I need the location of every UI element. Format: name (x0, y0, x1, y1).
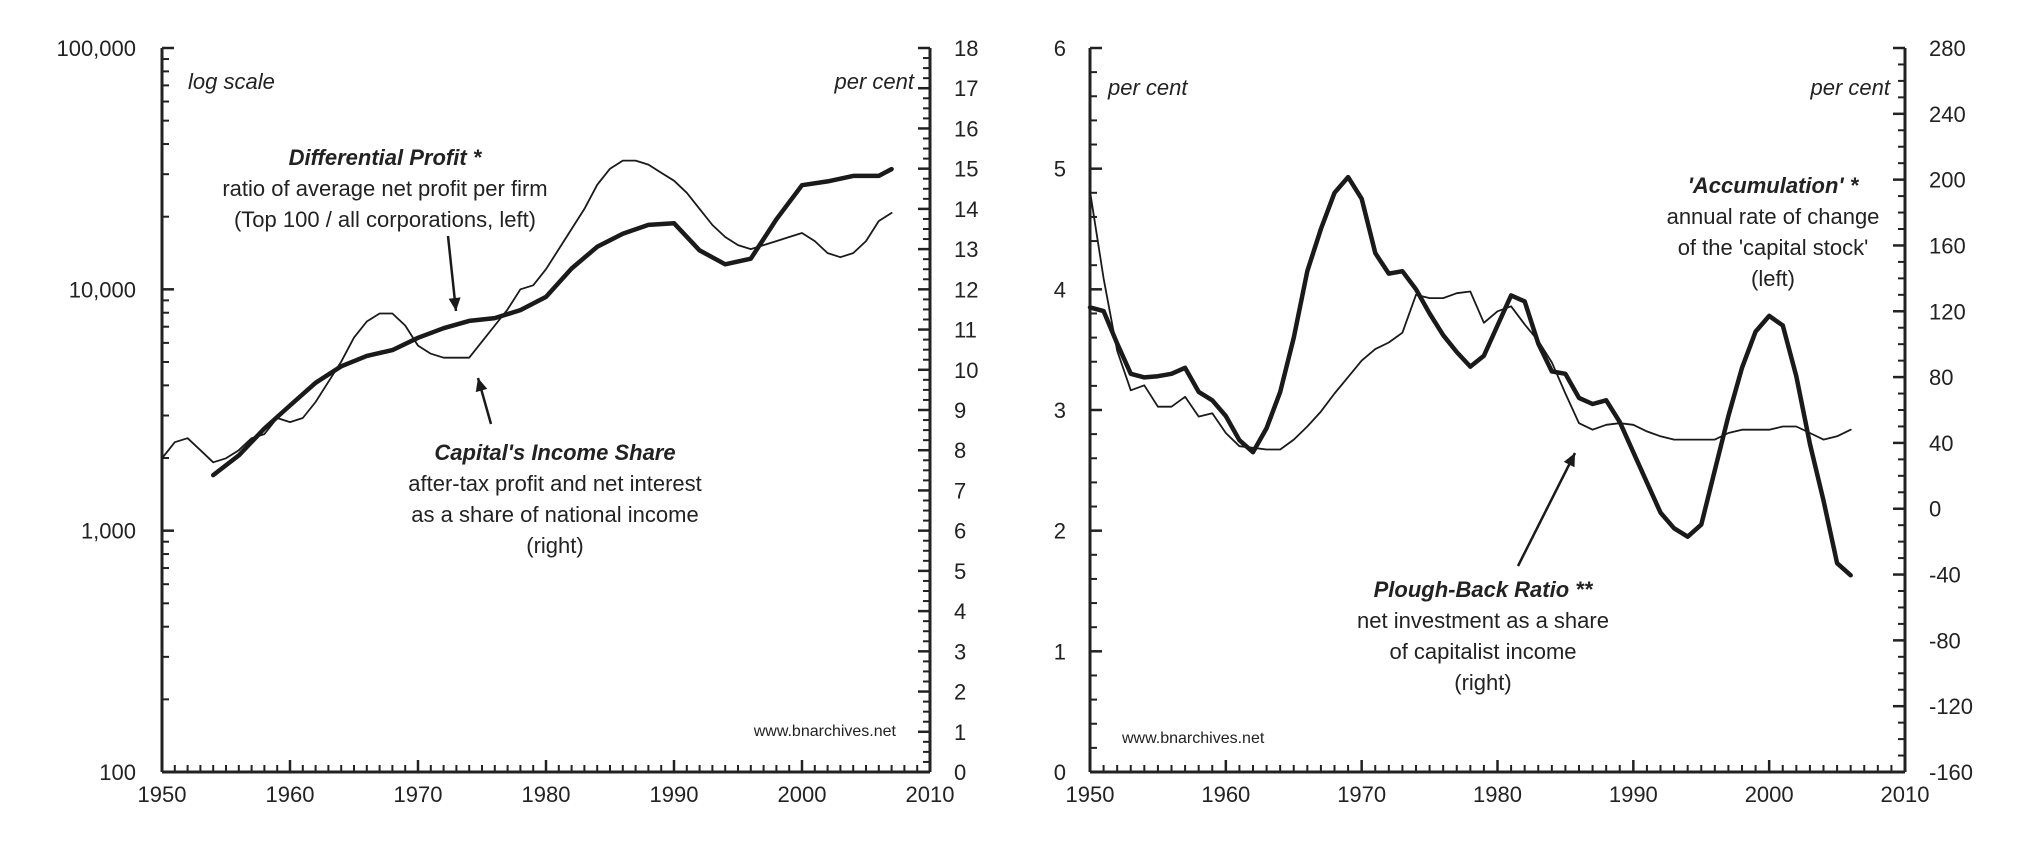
y-right-tick-label: 2 (954, 680, 966, 705)
x-tick-label: 1950 (1066, 782, 1115, 807)
x-tick-label: 1950 (138, 782, 187, 807)
annotation-line: (right) (526, 533, 583, 558)
annotation-line: of capitalist income (1389, 639, 1576, 664)
series-line-accumulation (1087, 174, 1853, 578)
chart-differential-profit: 1950 1960 1970 1980 1990 2000 20101001,00010,0… (56, 36, 978, 807)
x-tick-label: 1990 (650, 782, 699, 807)
annotation-line: as a share of national income (411, 502, 698, 527)
annotation-title-accumulation: 'Accumulation' * (1688, 173, 1860, 198)
annotation-title-differential-profit: Differential Profit * (289, 145, 483, 170)
y-right-tick-label: 15 (954, 157, 978, 182)
y-right-tick-label: 13 (954, 237, 978, 262)
x-tick-label: 2010 (1881, 782, 1930, 807)
y-right-tick-label: 17 (954, 76, 978, 101)
annotation-arrowhead (1563, 453, 1575, 468)
annotation-arrowhead (448, 297, 461, 311)
y-left-tick-label: 4 (1054, 277, 1066, 302)
left-axis-note: per cent (1107, 75, 1188, 100)
y-right-tick-label: 240 (1929, 102, 1966, 127)
y-right-tick-label: -160 (1929, 760, 1973, 785)
annotation-line: of the 'capital stock' (1678, 235, 1869, 260)
x-tick-label: 1970 (1337, 782, 1386, 807)
y-right-tick-label: 3 (954, 639, 966, 664)
y-right-tick-label: 18 (954, 36, 978, 61)
annotation-line: ratio of average net profit per firm (222, 176, 547, 201)
y-left-tick-label: 100,000 (56, 36, 136, 61)
y-right-tick-label: 8 (954, 438, 966, 463)
annotation-arrowhead (475, 378, 488, 393)
y-left-tick-label: 100 (99, 760, 136, 785)
y-right-tick-label: 40 (1929, 431, 1953, 456)
x-tick-label: 1980 (1473, 782, 1522, 807)
y-left-tick-label: 3 (1054, 398, 1066, 423)
x-tick-label: 1960 (266, 782, 315, 807)
y-right-tick-label: 0 (1929, 497, 1941, 522)
y-left-tick-label: 5 (1054, 157, 1066, 182)
y-right-tick-label: 6 (954, 519, 966, 544)
series-line-plough-back-ratio (1089, 190, 1852, 451)
series-line-capital-s-income-share (161, 159, 893, 464)
y-left-tick-label: 0 (1054, 760, 1066, 785)
annotation-arrow (1516, 452, 1577, 567)
y-right-tick-label: 11 (954, 318, 977, 343)
source-credit: www.bnarchives.net (753, 723, 897, 740)
y-left-tick-label: 10,000 (69, 277, 136, 302)
y-right-tick-label: 9 (954, 398, 966, 423)
annotation-line: annual rate of change (1667, 204, 1880, 229)
annotation-line: (right) (1454, 670, 1511, 695)
y-left-tick-label: 2 (1054, 519, 1066, 544)
y-right-tick-label: 7 (954, 478, 966, 503)
annotation-title-capital-s-income-share: Capital's Income Share (434, 440, 675, 465)
annotation-line: (Top 100 / all corporations, left) (234, 207, 536, 232)
y-right-tick-label: 10 (954, 358, 978, 383)
x-tick-label: 1960 (1201, 782, 1250, 807)
x-tick-label: 1970 (394, 782, 443, 807)
source-credit: www.bnarchives.net (1121, 730, 1265, 747)
y-right-tick-label: 14 (954, 197, 978, 222)
y-right-tick-label: -40 (1929, 563, 1961, 588)
y-right-tick-label: 16 (954, 116, 978, 141)
right-axis-note: per cent (834, 69, 915, 94)
y-right-tick-label: 1 (954, 720, 966, 745)
y-left-tick-label: 6 (1054, 36, 1066, 61)
x-tick-label: 1990 (1609, 782, 1658, 807)
x-tick-label: 2000 (778, 782, 827, 807)
annotation-line: net investment as a share (1357, 608, 1609, 633)
x-tick-label: 2000 (1745, 782, 1794, 807)
chart-accumulation: 1950 1960 1970 1980 1990 2000 20100123456-160-… (1054, 36, 1973, 807)
y-right-tick-label: -80 (1929, 628, 1961, 653)
y-right-tick-label: 120 (1929, 299, 1966, 324)
y-right-tick-label: 200 (1929, 168, 1966, 193)
annotation-line: after-tax profit and net interest (408, 471, 702, 496)
left-axis-note: log scale (188, 69, 275, 94)
y-right-tick-label: 0 (954, 760, 966, 785)
y-right-tick-label: 5 (954, 559, 966, 584)
y-right-tick-label: 80 (1929, 365, 1953, 390)
right-axis-note: per cent (1810, 75, 1891, 100)
y-right-tick-label: 4 (954, 599, 966, 624)
y-right-tick-label: 160 (1929, 233, 1966, 258)
series-line-differential-profit (210, 166, 894, 478)
annotation-line: (left) (1751, 266, 1795, 291)
x-tick-label: 2010 (906, 782, 955, 807)
y-left-tick-label: 1 (1054, 639, 1066, 664)
y-right-tick-label: 12 (954, 277, 978, 302)
annotation-title-plough-back-ratio: Plough-Back Ratio ** (1374, 577, 1594, 602)
y-right-tick-label: -120 (1929, 694, 1973, 719)
y-left-tick-label: 1,000 (81, 519, 136, 544)
x-tick-label: 1980 (522, 782, 571, 807)
y-right-tick-label: 280 (1929, 36, 1966, 61)
